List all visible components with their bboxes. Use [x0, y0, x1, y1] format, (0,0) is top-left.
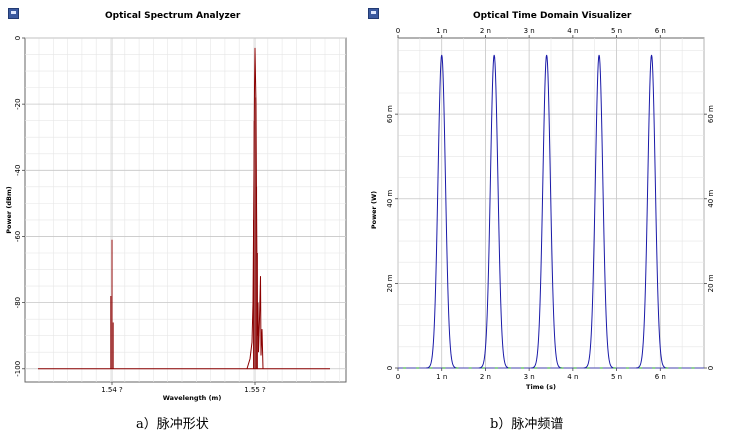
x-tick-label: 1.54 ?: [101, 386, 123, 394]
y-tick-label-right: 40 m: [707, 190, 715, 208]
visualizer-app-icon[interactable]: [368, 8, 379, 19]
figure-caption: b）脉冲频谱: [490, 417, 564, 432]
y-tick-label: -100: [14, 361, 22, 377]
x-axis-label: Wavelength (m): [163, 394, 222, 402]
y-tick-label-right: 0: [707, 366, 715, 370]
pulse-trace: [636, 54, 667, 369]
analyzer-app-icon[interactable]: [8, 8, 19, 19]
plot-area: [24, 37, 347, 383]
y-tick-label: 0: [386, 366, 394, 370]
y-tick-label: -80: [14, 297, 22, 308]
pulse-trace: [583, 54, 615, 369]
x-tick-label-top: 2 n: [480, 27, 491, 35]
x-tick-label-top: 3 n: [524, 27, 535, 35]
optical-spectrum-analyzer-panel: Optical Spectrum Analyzer 0 -20 -40 -60 -80 -…: [0, 0, 360, 432]
x-tick-label: 4 n: [567, 373, 578, 381]
x-tick-label: 1 n: [436, 373, 447, 381]
x-tick-label-top: 6 n: [655, 27, 666, 35]
pulse-trace: [531, 54, 562, 369]
y-axis-label: Power (W): [370, 191, 378, 229]
x-tick-label: 5 n: [611, 373, 622, 381]
y-tick-label-right: 60 m: [707, 105, 715, 123]
y-tick-label: 60 m: [386, 105, 394, 123]
y-tick-label: 20 m: [386, 274, 394, 292]
pulse-trace: [478, 54, 510, 369]
time-domain-chart: 001 n1 n2 n2 n3 n3 n4 n4 n5 n5 n6 n6 n0 0…: [370, 27, 715, 391]
figure-caption: a）脉冲形状: [136, 417, 209, 432]
x-axis-label: Time (s): [526, 383, 556, 391]
pulse-trace: [426, 54, 458, 369]
y-tick-label: -20: [14, 98, 22, 109]
panel-title: Optical Time Domain Visualizer: [473, 11, 632, 21]
x-tick-label: 1.55 ?: [244, 386, 266, 394]
y-tick-label: -40: [14, 165, 22, 176]
panel-title: Optical Spectrum Analyzer: [105, 11, 241, 21]
x-tick-label: 2 n: [480, 373, 491, 381]
x-tick-label: 0: [396, 373, 400, 381]
x-tick-label: 6 n: [655, 373, 666, 381]
x-tick-label-top: 5 n: [611, 27, 622, 35]
y-axis-label: Power (dBm): [5, 186, 13, 233]
x-tick-label-top: 4 n: [567, 27, 578, 35]
x-tick-label-top: 0: [396, 27, 400, 35]
x-tick-label-top: 1 n: [436, 27, 447, 35]
spectrum-chart: 0 -20 -40 -60 -80 -100 1.54 ? 1.55 ? Wavelength …: [5, 36, 347, 402]
y-tick-label: 40 m: [386, 190, 394, 208]
y-tick-label: -60: [14, 231, 22, 242]
x-tick-label: 3 n: [524, 373, 535, 381]
y-tick-label: 0: [14, 36, 22, 40]
y-tick-label-right: 20 m: [707, 274, 715, 292]
